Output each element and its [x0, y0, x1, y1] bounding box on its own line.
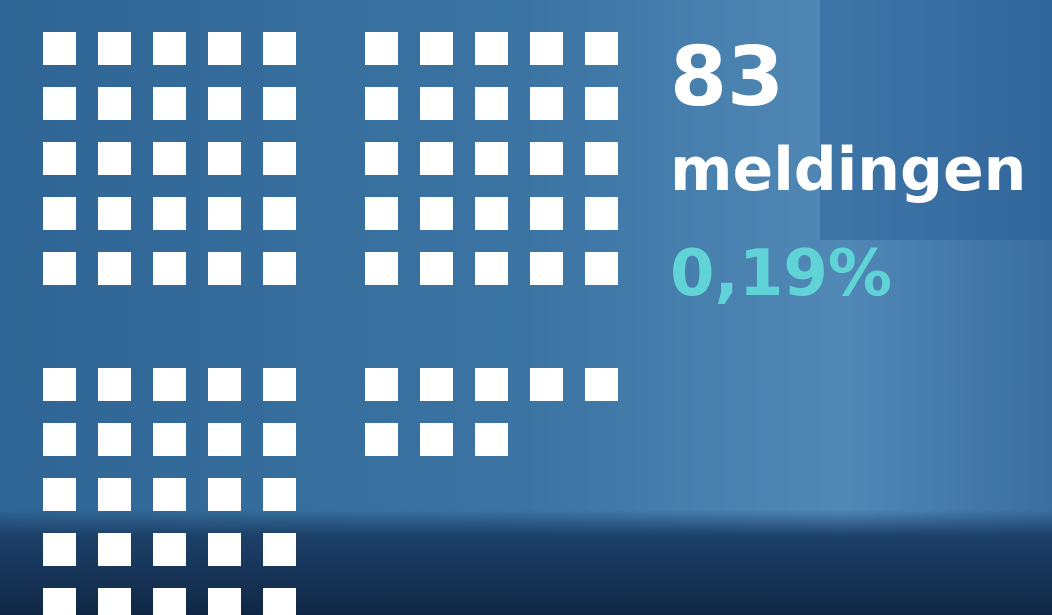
unit-square	[153, 368, 186, 401]
unit-square	[585, 87, 618, 120]
unit-square	[98, 368, 131, 401]
unit-square	[208, 533, 241, 566]
unit-square	[475, 252, 508, 285]
unit-square	[43, 252, 76, 285]
unit-square	[420, 197, 453, 230]
background-blur	[820, 0, 1052, 240]
unit-square	[208, 142, 241, 175]
unit-square	[530, 142, 563, 175]
unit-label: meldingen	[670, 135, 1026, 205]
unit-square	[208, 423, 241, 456]
unit-square	[153, 478, 186, 511]
unit-square	[365, 142, 398, 175]
count: 83	[670, 30, 784, 125]
unit-square	[585, 368, 618, 401]
unit-square	[585, 142, 618, 175]
unit-square	[263, 423, 296, 456]
unit-square	[420, 368, 453, 401]
unit-square	[98, 87, 131, 120]
unit-square	[208, 368, 241, 401]
unit-square	[208, 87, 241, 120]
unit-square	[43, 32, 76, 65]
unit-square	[365, 32, 398, 65]
unit-square	[365, 197, 398, 230]
unit-square	[98, 478, 131, 511]
unit-square	[153, 252, 186, 285]
unit-square	[153, 588, 186, 615]
unit-square	[475, 142, 508, 175]
unit-square	[263, 533, 296, 566]
unit-square	[585, 197, 618, 230]
unit-square	[98, 533, 131, 566]
unit-square	[530, 368, 563, 401]
unit-square	[208, 252, 241, 285]
unit-square	[43, 197, 76, 230]
unit-square	[585, 252, 618, 285]
unit-square	[365, 423, 398, 456]
unit-square	[263, 588, 296, 615]
unit-square	[475, 197, 508, 230]
unit-square	[475, 87, 508, 120]
unit-square	[530, 197, 563, 230]
unit-square	[530, 252, 563, 285]
unit-square	[98, 32, 131, 65]
share: 0,19%	[670, 237, 892, 311]
unit-square	[263, 32, 296, 65]
waffle	[43, 32, 618, 615]
unit-square	[43, 87, 76, 120]
unit-square	[43, 533, 76, 566]
unit-square	[153, 142, 186, 175]
unit-square	[43, 588, 76, 615]
unit-square	[263, 142, 296, 175]
unit-square	[208, 197, 241, 230]
unit-square	[153, 533, 186, 566]
unit-square	[98, 197, 131, 230]
unit-square	[263, 197, 296, 230]
unit-square	[98, 142, 131, 175]
unit-square	[263, 368, 296, 401]
unit-square	[585, 32, 618, 65]
unit-square	[420, 142, 453, 175]
unit-square	[153, 423, 186, 456]
unit-square	[420, 252, 453, 285]
unit-square	[208, 478, 241, 511]
unit-square	[420, 32, 453, 65]
unit-square	[98, 252, 131, 285]
unit-square	[365, 252, 398, 285]
unit-square	[98, 423, 131, 456]
unit-square	[420, 423, 453, 456]
unit-square	[263, 478, 296, 511]
unit-square	[153, 87, 186, 120]
unit-square	[475, 423, 508, 456]
unit-square	[530, 87, 563, 120]
unit-square	[208, 32, 241, 65]
unit-square	[263, 252, 296, 285]
unit-square	[365, 368, 398, 401]
unit-square	[530, 32, 563, 65]
unit-square	[475, 32, 508, 65]
unit-square	[208, 588, 241, 615]
unit-square	[43, 368, 76, 401]
unit-square	[43, 478, 76, 511]
unit-square	[263, 87, 296, 120]
unit-square	[420, 87, 453, 120]
unit-square	[43, 142, 76, 175]
unit-square	[43, 423, 76, 456]
unit-square	[153, 32, 186, 65]
unit-square	[98, 588, 131, 615]
unit-square	[153, 197, 186, 230]
unit-square	[475, 368, 508, 401]
unit-square	[365, 87, 398, 120]
